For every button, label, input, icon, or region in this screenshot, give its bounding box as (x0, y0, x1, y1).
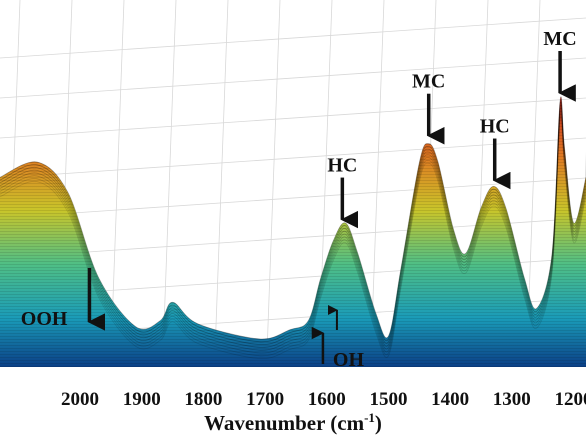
series-ridge-line (0, 110, 586, 354)
grid-line-h (0, 97, 586, 139)
x-tick-label: 1800 (184, 389, 222, 410)
grid-line-h (0, 177, 586, 219)
series-ridge-line (0, 96, 586, 340)
annotation-label: MC (543, 28, 576, 50)
series-ridge-line (0, 102, 586, 345)
floor-mask (0, 367, 586, 440)
annotation-label: OH (333, 349, 365, 371)
x-tick-label: 1500 (369, 389, 407, 410)
x-tick-label: 1900 (123, 389, 161, 410)
grid-line-h (0, 57, 586, 99)
grid-line-v (265, 0, 281, 381)
surface-shading (0, 96, 586, 368)
series-ridge-line (0, 99, 586, 343)
x-tick-label: 1200 (554, 389, 586, 410)
x-axis-label: Wavenumber (cm-1) (204, 410, 382, 435)
surface (0, 96, 586, 440)
annotation-label: MC (412, 71, 445, 93)
series-ridge-line (0, 113, 586, 357)
series-ridge-line (0, 116, 586, 359)
x-ticks: 2000 1900 1800 1700 1600 1500 1400 1300 1200 (61, 389, 586, 410)
x-tick-label: 1300 (493, 389, 531, 410)
x-tick-label: 1600 (308, 389, 346, 410)
grid-line-h (0, 17, 586, 59)
annotation-label: OOH (21, 308, 68, 330)
grid-line-h (0, 137, 586, 179)
x-tick-label: 1400 (431, 389, 469, 410)
annotations: HC MC HC MC OH OOH (21, 28, 577, 371)
x-tick-label: 1700 (246, 389, 284, 410)
annotation-label: HC (480, 116, 510, 138)
annotation-label: HC (327, 155, 357, 177)
grid-line-v (213, 0, 229, 381)
x-tick-label: 2000 (61, 389, 99, 410)
series-ridge-line (0, 104, 586, 348)
series-ridge-line (0, 107, 586, 351)
